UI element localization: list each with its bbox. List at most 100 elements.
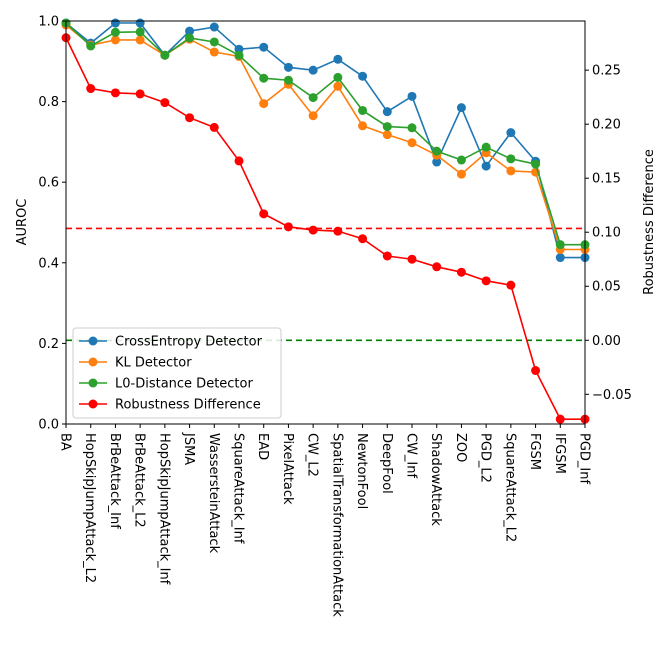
data-point xyxy=(456,155,466,165)
left-y-tick-label: 0.4 xyxy=(38,256,59,271)
data-point xyxy=(283,62,293,72)
data-point xyxy=(358,105,368,115)
data-point xyxy=(110,88,120,98)
legend-label: L0-Distance Detector xyxy=(115,377,253,392)
x-axis: BA HopSkipJumpAttack_L2 BrBeAttack_Inf BrBe… xyxy=(58,424,592,617)
legend-item: KL Detector xyxy=(79,356,192,371)
right-y-axis-label: Robustness Difference xyxy=(642,149,657,295)
x-tick-label: WassersteinAttack xyxy=(206,433,221,554)
data-point xyxy=(308,225,318,235)
data-point xyxy=(358,71,368,81)
plot-frame xyxy=(65,20,586,425)
data-point xyxy=(555,414,565,424)
data-point xyxy=(259,99,269,109)
x-tick-label: PGD_Inf xyxy=(577,433,592,484)
left-y-tick-label: 0.2 xyxy=(38,337,59,352)
data-point xyxy=(160,50,170,60)
x-tick-label: PixelAttack xyxy=(280,433,295,505)
x-tick-label: PGD_L2 xyxy=(478,433,493,483)
x-tick-label: SpatialTransformationAttack xyxy=(329,433,344,617)
data-point xyxy=(135,35,145,45)
right-y-tick-label: 0.15 xyxy=(592,172,621,187)
x-tick-label: EAD xyxy=(255,433,270,460)
series-line-1 xyxy=(65,24,585,251)
data-point xyxy=(432,262,442,272)
series-0 xyxy=(61,18,590,263)
data-point xyxy=(333,54,343,64)
data-point xyxy=(135,89,145,99)
data-point xyxy=(506,154,516,164)
data-point xyxy=(209,47,219,57)
legend-swatch-marker xyxy=(88,399,98,409)
data-point xyxy=(481,161,491,171)
legend-box xyxy=(72,327,282,419)
data-point xyxy=(283,75,293,85)
data-point xyxy=(185,33,195,43)
data-point xyxy=(506,166,516,176)
data-point xyxy=(358,121,368,131)
data-point xyxy=(185,26,195,36)
data-point xyxy=(407,123,417,133)
right-y-tick-label: −0.05 xyxy=(592,388,632,403)
data-point xyxy=(209,122,219,132)
series-1 xyxy=(61,20,590,255)
data-point xyxy=(358,234,368,244)
data-point xyxy=(555,253,565,263)
x-tick-label: NewtonFool xyxy=(354,433,369,509)
data-point xyxy=(135,27,145,37)
data-point xyxy=(506,280,516,290)
data-point xyxy=(333,81,343,91)
right-y-tick-label: 0.25 xyxy=(592,64,621,79)
data-point xyxy=(209,22,219,32)
right-y-tick-label: 0.00 xyxy=(592,334,621,349)
data-point xyxy=(86,41,96,51)
legend-label: KL Detector xyxy=(115,356,192,371)
data-point xyxy=(86,84,96,94)
x-tick-label: JSMA xyxy=(181,432,196,465)
left-y-axis: 0.0 0.2 0.4 0.6 0.8 1.0 xyxy=(38,15,66,433)
data-point xyxy=(110,35,120,45)
data-point xyxy=(110,18,120,28)
data-point xyxy=(407,138,417,148)
series-line-2 xyxy=(65,22,585,246)
data-point xyxy=(531,159,541,169)
data-point xyxy=(209,37,219,47)
data-point xyxy=(432,146,442,156)
legend-label: CrossEntropy Detector xyxy=(115,335,263,350)
x-tick-label: ShadowAttack xyxy=(428,433,443,526)
data-point xyxy=(308,111,318,121)
data-point xyxy=(382,107,392,117)
legend-item: Robustness Difference xyxy=(79,398,261,413)
left-y-tick-label: 0.0 xyxy=(38,418,59,433)
legend-label: Robustness Difference xyxy=(115,398,261,413)
x-tick-label: SquareAttack_L2 xyxy=(502,433,517,542)
x-tick-label: SquareAttack_Inf xyxy=(231,433,246,544)
data-point xyxy=(456,267,466,277)
data-point xyxy=(135,18,145,28)
series-line-0 xyxy=(65,22,585,259)
data-point xyxy=(259,209,269,219)
data-point xyxy=(456,103,466,113)
x-tick-label: CW_L2 xyxy=(305,433,320,477)
data-point xyxy=(234,156,244,166)
data-point xyxy=(407,91,417,101)
data-point xyxy=(382,251,392,261)
data-point xyxy=(160,98,170,108)
legend: CrossEntropy Detector KL Detector L0-Dista… xyxy=(72,327,282,419)
x-tick-label: IFGSM xyxy=(552,433,567,474)
x-tick-label: DeepFool xyxy=(379,433,394,494)
legend-swatch-marker xyxy=(88,378,98,388)
data-point xyxy=(531,366,541,376)
series-3 xyxy=(61,33,590,424)
series-layer xyxy=(61,18,590,424)
x-tick-label: BA xyxy=(58,433,73,451)
data-point xyxy=(481,142,491,152)
data-point xyxy=(185,113,195,123)
x-tick-label: FGSM xyxy=(527,433,542,470)
data-point xyxy=(382,130,392,140)
data-point xyxy=(283,222,293,232)
x-tick-label: ZOO xyxy=(453,433,468,462)
legend-swatch-marker xyxy=(88,336,98,346)
x-tick-label: HopSkipJumpAttack_L2 xyxy=(82,433,97,583)
